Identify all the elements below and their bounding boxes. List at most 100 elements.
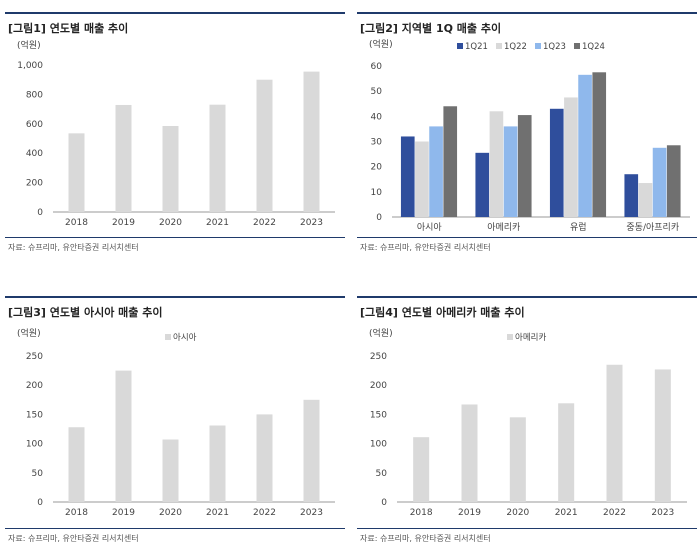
panel-top-rule: [5, 296, 345, 298]
legend-swatch-1Q22: [496, 43, 502, 49]
panel-top-rule: [5, 12, 345, 14]
legend-swatch-아시아: [165, 334, 171, 340]
x-tick-label: 2019: [458, 508, 481, 518]
bar-2022: [606, 364, 623, 502]
y-tick-label: 400: [26, 149, 43, 159]
chart-svg: (억원) 0 200 400 600 800 1,000 2018 2019 2020 2021 20…: [17, 39, 335, 228]
x-tick-label: 2022: [603, 508, 626, 518]
x-tick-label: 아시아: [417, 222, 443, 233]
x-tick-label: 2023: [300, 508, 323, 518]
bar-2018: [68, 133, 85, 212]
chart-svg: (억원) 0 50 100 150 200 250 2018 2019 2020 2021 2022 2…: [17, 327, 335, 518]
y-tick-label: 40: [371, 112, 383, 122]
x-tick-label: 2023: [651, 508, 674, 518]
panel-bottom-rule: [5, 237, 345, 238]
bar-2018: [68, 427, 85, 502]
y-tick-label: 60: [371, 62, 383, 72]
y-tick-label: 20: [371, 163, 383, 173]
source-note: 자료: 슈프리마, 유안타증권 리서치센터: [360, 534, 491, 543]
y-unit-label: (억원): [369, 327, 393, 339]
x-tick-label: 2021: [555, 508, 578, 518]
panel-title: [그림4] 연도별 아메리카 매출 추이: [360, 306, 525, 319]
legend-swatch-아메리카: [507, 334, 513, 340]
legend-label-1Q22: 1Q22: [504, 42, 527, 52]
y-tick-label: 150: [370, 410, 387, 420]
y-tick-label: 250: [26, 352, 43, 362]
bar-1Q23-중동/아프리카: [652, 147, 667, 217]
y-tick-label: 0: [376, 213, 382, 223]
y-tick-label: 800: [26, 90, 43, 100]
legend-swatch-1Q21: [457, 43, 463, 49]
x-tick-label: 2019: [112, 218, 135, 228]
legend-swatch-1Q23: [535, 43, 541, 49]
bar-1Q22-아시아: [415, 141, 429, 217]
bar-1Q24-유럽: [592, 72, 607, 217]
source-note: 자료: 슈프리마, 유안타증권 리서치센터: [8, 243, 139, 252]
x-tick-label: 2019: [112, 508, 135, 518]
panel-title: [그림3] 연도별 아시아 매출 추이: [8, 306, 163, 319]
bar-2018: [413, 437, 430, 502]
y-unit-label: (억원): [369, 38, 393, 50]
chart-panel-asia-sales: [그림3] 연도별 아시아 매출 추이 (억원) 0 50 100 150 200 250 2…: [5, 296, 345, 551]
x-tick-label: 2020: [159, 508, 182, 518]
x-tick-label: 2018: [65, 218, 88, 228]
bar-2021: [209, 104, 226, 212]
bar-2023: [303, 399, 320, 502]
source-note: 자료: 슈프리마, 유안타증권 리서치센터: [360, 243, 491, 252]
bar-2019: [115, 104, 132, 212]
bar-1Q24-아메리카: [517, 115, 532, 217]
bar-2021: [209, 425, 226, 502]
bar-1Q21-유럽: [549, 108, 564, 217]
legend-label-1Q21: 1Q21: [465, 42, 488, 52]
panel-top-rule: [357, 12, 697, 14]
y-tick-label: 10: [371, 188, 383, 198]
y-tick-label: 100: [26, 440, 43, 450]
x-tick-label: 2021: [206, 508, 229, 518]
chart-panel-annual-sales: [그림1] 연도별 매출 추이 (억원) 0 200 400 600 800 1,000 20…: [5, 12, 345, 267]
y-tick-label: 200: [26, 381, 43, 391]
bar-2022: [256, 79, 273, 212]
y-tick-label: 0: [37, 208, 43, 218]
chart-panel-regional-1q-sales: [그림2] 지역별 1Q 매출 추이 (억원) 0 10 20 30 40 50 60 아시아 아…: [357, 12, 697, 267]
y-tick-label: 1,000: [17, 61, 43, 71]
panel-title: [그림1] 연도별 매출 추이: [8, 22, 129, 35]
y-tick-label: 600: [26, 120, 43, 130]
bar-1Q24-중동/아프리카: [666, 145, 681, 217]
y-tick-label: 0: [381, 498, 387, 508]
bar-1Q23-유럽: [578, 74, 592, 217]
bar-1Q21-아시아: [400, 136, 415, 217]
x-tick-label: 2022: [253, 508, 276, 518]
x-tick-label: 2018: [65, 508, 88, 518]
bar-2023: [303, 71, 320, 212]
bar-1Q21-아메리카: [475, 152, 490, 217]
y-tick-label: 50: [32, 469, 44, 479]
x-tick-label: 2021: [206, 218, 229, 228]
y-tick-label: 200: [26, 179, 43, 189]
panel-bottom-rule: [357, 237, 697, 238]
y-tick-label: 30: [371, 138, 383, 148]
x-tick-label: 2020: [506, 508, 529, 518]
y-tick-label: 250: [370, 352, 387, 362]
x-tick-label: 2022: [253, 218, 276, 228]
chart-svg: (억원) 0 10 20 30 40 50 60 아시아 아메리카 유럽 중동/아프리카 1Q21 1Q2…: [369, 38, 690, 233]
panel-title: [그림2] 지역별 1Q 매출 추이: [360, 22, 502, 35]
bar-1Q21-중동/아프리카: [624, 174, 639, 217]
y-tick-label: 100: [370, 440, 387, 450]
y-tick-label: 0: [37, 498, 43, 508]
bar-2020: [162, 439, 179, 502]
legend-label-아메리카: 아메리카: [515, 332, 546, 343]
legend-swatch-1Q24: [574, 43, 580, 49]
bar-2020: [509, 417, 526, 502]
bar-2020: [162, 126, 179, 212]
source-note: 자료: 슈프리마, 유안타증권 리서치센터: [8, 534, 139, 543]
y-tick-label: 150: [26, 410, 43, 420]
bar-2022: [256, 414, 273, 502]
panel-top-rule: [357, 296, 697, 298]
y-tick-label: 50: [376, 469, 388, 479]
bar-2019: [461, 404, 478, 502]
panel-bottom-rule: [357, 528, 697, 529]
bar-1Q23-아시아: [429, 126, 443, 217]
x-tick-label: 2020: [159, 218, 182, 228]
y-tick-label: 200: [370, 381, 387, 391]
x-tick-label: 유럽: [570, 222, 587, 233]
